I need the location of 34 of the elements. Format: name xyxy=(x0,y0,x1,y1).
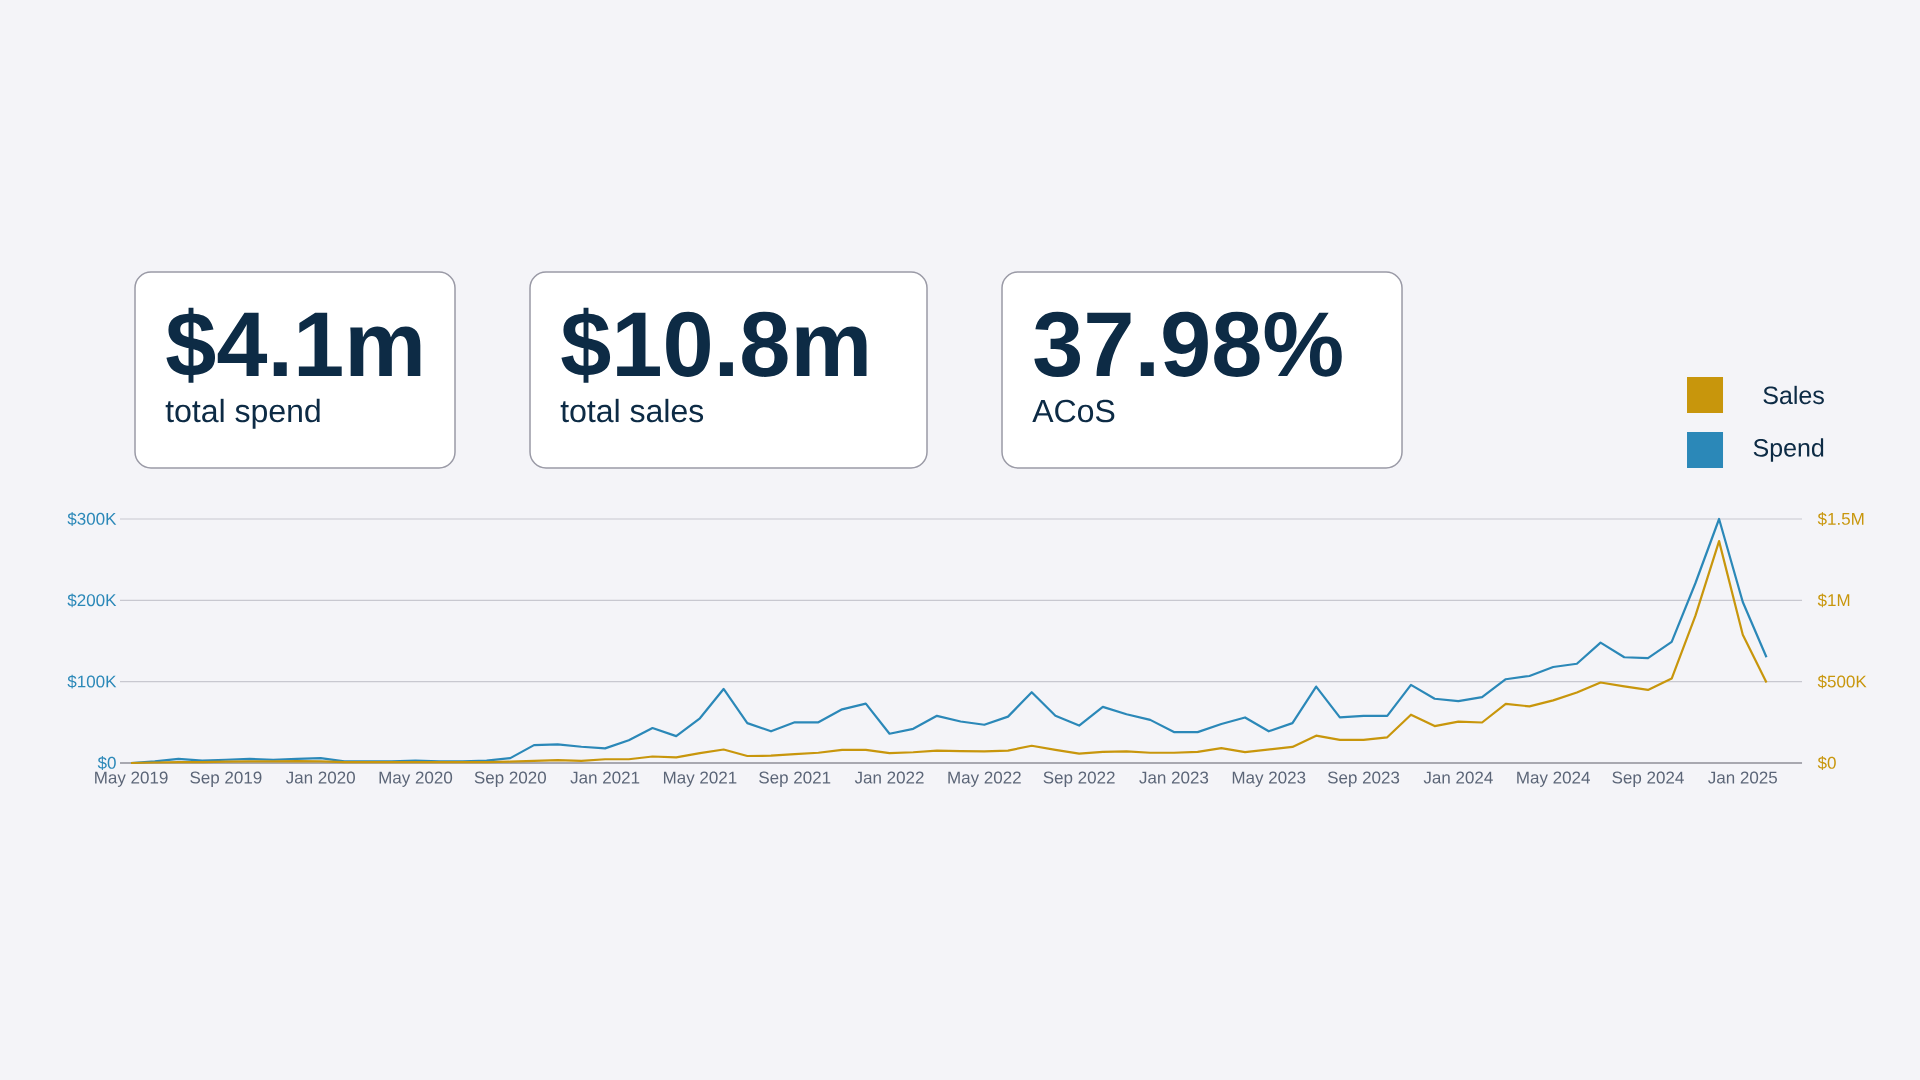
x-tick-label: Sep 2020 xyxy=(474,771,546,787)
x-tick-label: May 2023 xyxy=(1232,771,1306,787)
text: total spend xyxy=(165,398,320,429)
y2-tick-label: $500K xyxy=(1817,674,1867,689)
x-tick-label: May 2020 xyxy=(379,771,453,787)
y-tick-label: $300K xyxy=(67,512,117,526)
x-tick-label: Jan 2020 xyxy=(285,771,355,784)
y2-tick-label: $1.5M xyxy=(1817,512,1864,526)
x-tick-label: Sep 2021 xyxy=(759,771,831,787)
text: $4.1m xyxy=(166,307,421,383)
text: ACoS xyxy=(1032,399,1115,423)
x-tick-label: May 2021 xyxy=(663,771,737,787)
x-tick-label: Jan 2024 xyxy=(1423,771,1493,784)
x-tick-label: Jan 2025 xyxy=(1708,771,1778,784)
x-tick-label: Sep 2022 xyxy=(1043,771,1115,787)
text: $10.8m xyxy=(561,307,867,383)
legend-label: Spend xyxy=(1753,438,1824,462)
y-tick-label: $200K xyxy=(67,593,117,608)
y2-tick-label: $0 xyxy=(1817,756,1836,770)
x-tick-label: Sep 2024 xyxy=(1612,771,1684,787)
x-tick-label: May 2024 xyxy=(1517,771,1590,787)
x-tick-label: Sep 2019 xyxy=(190,771,262,787)
y-tick-label: $0 xyxy=(97,756,116,770)
x-tick-label: Jan 2021 xyxy=(570,771,640,784)
y-tick-label: $100K xyxy=(67,674,117,689)
x-tick-label: Jan 2022 xyxy=(854,771,924,784)
text: 37.98% xyxy=(1034,311,1342,378)
text: total sales xyxy=(560,398,704,423)
x-tick-label: Sep 2023 xyxy=(1327,771,1400,787)
legend-label: Sales xyxy=(1763,385,1824,405)
x-tick-label: May 2019 xyxy=(95,771,168,787)
x-tick-label: Jan 2023 xyxy=(1139,771,1209,784)
x-tick-label: May 2022 xyxy=(948,771,1021,787)
y2-tick-label: $1M xyxy=(1817,593,1850,608)
